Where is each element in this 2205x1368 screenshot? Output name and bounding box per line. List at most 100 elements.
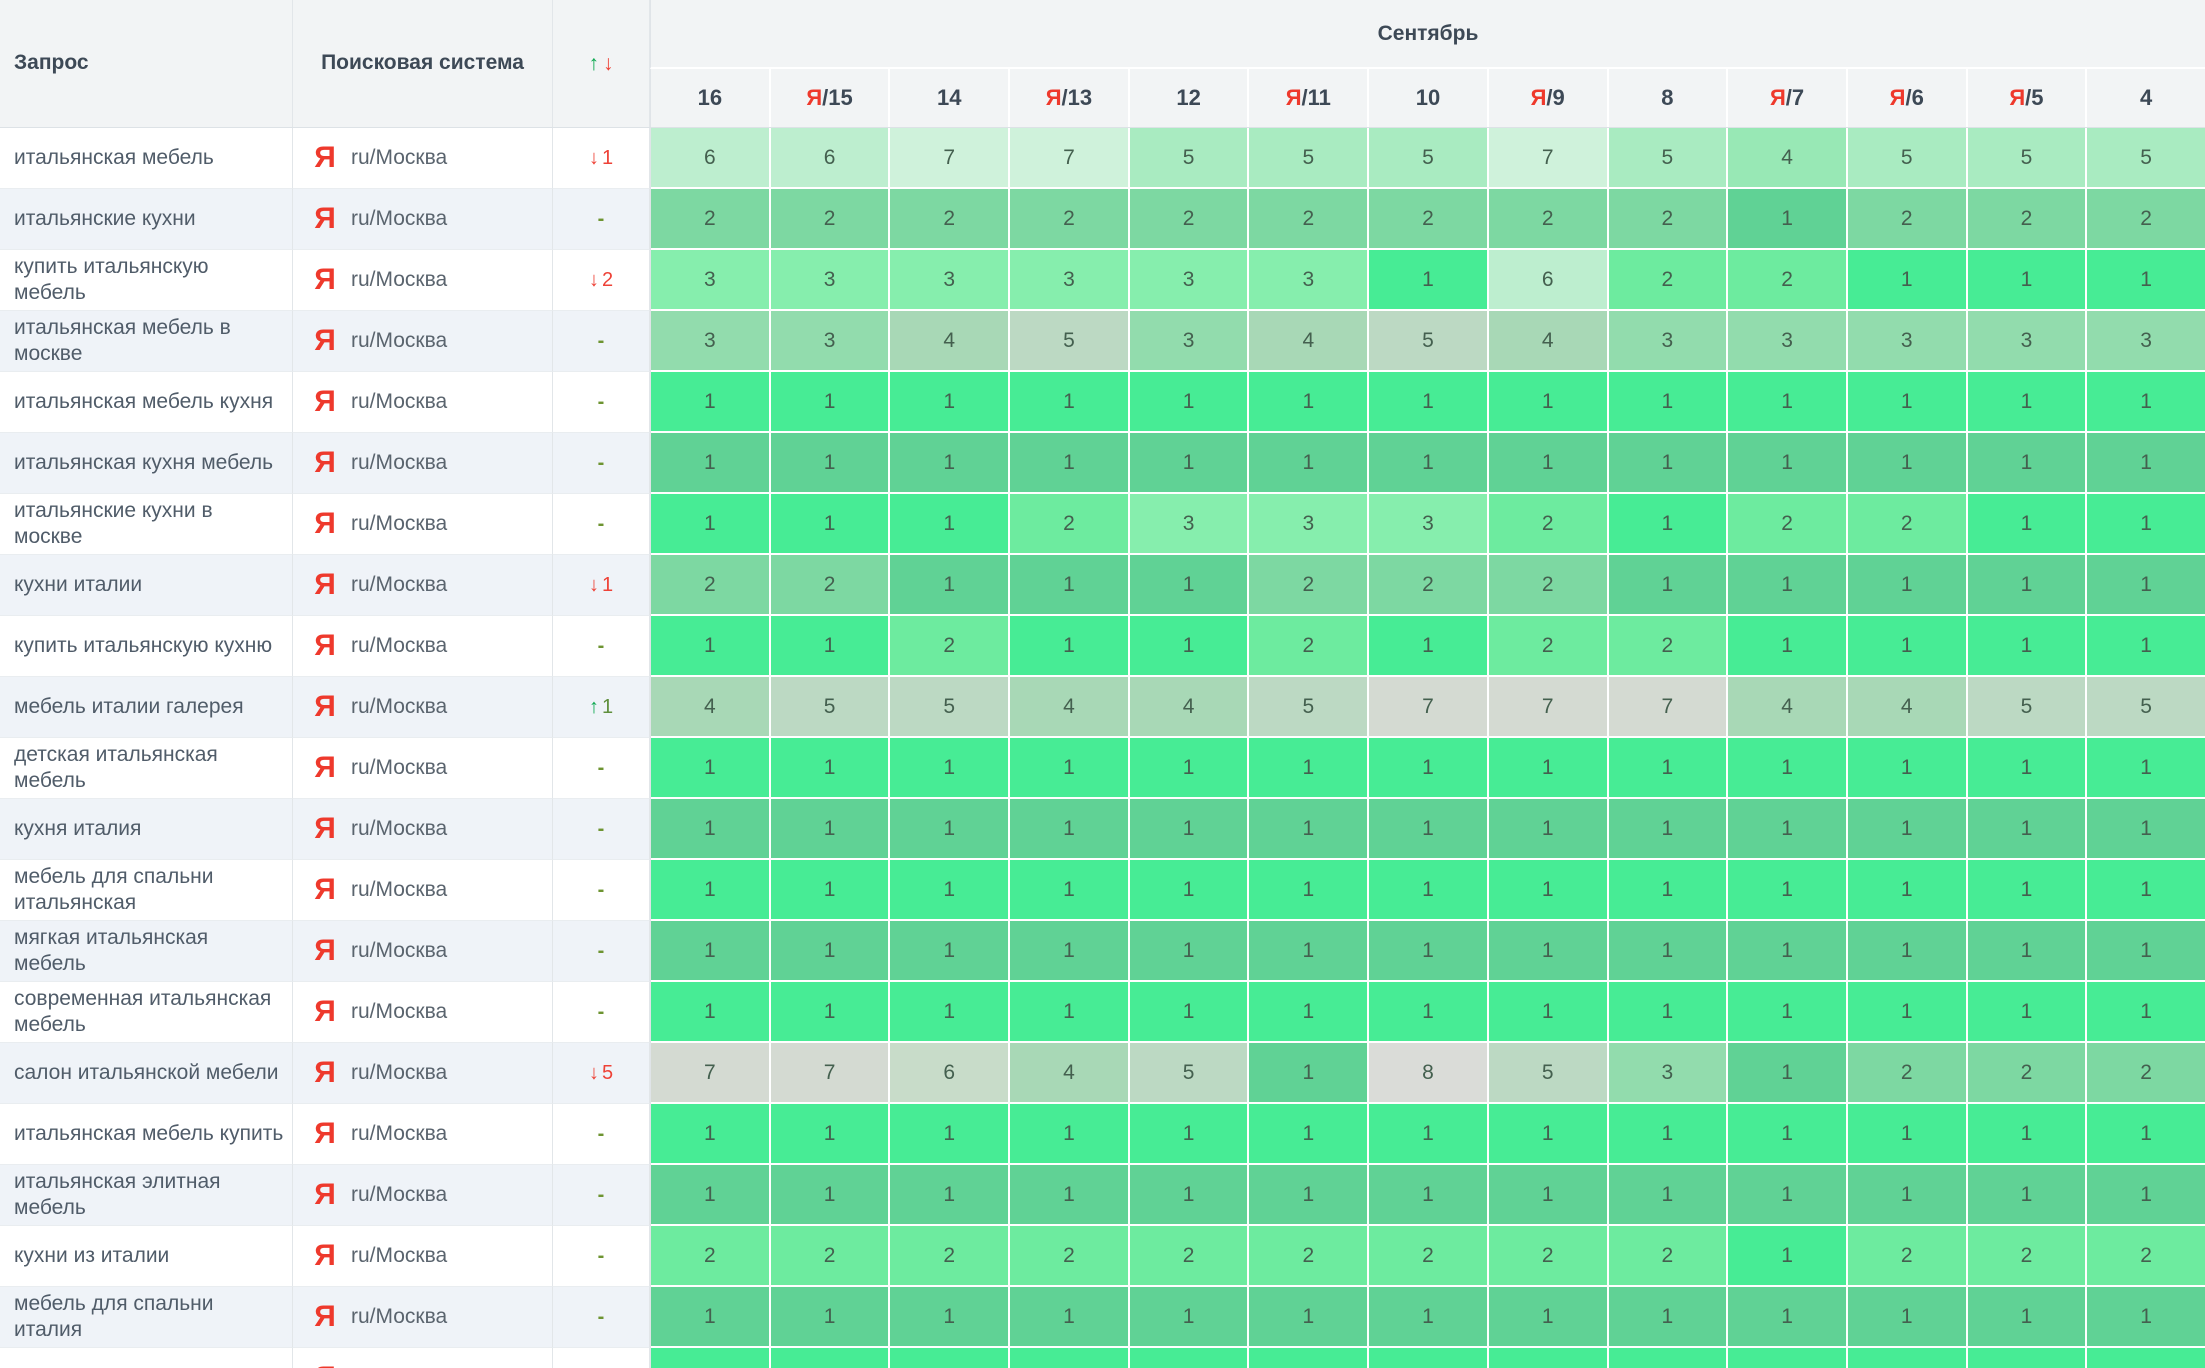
query-cell[interactable]: итальянские кухни bbox=[0, 189, 293, 250]
position-cell[interactable]: 4 bbox=[1488, 311, 1607, 370]
position-cell[interactable] bbox=[651, 1348, 769, 1368]
position-cell[interactable]: 1 bbox=[1369, 860, 1487, 919]
position-cell[interactable]: 2 bbox=[1488, 494, 1607, 553]
position-cell[interactable]: 1 bbox=[1488, 1287, 1607, 1346]
position-cell[interactable]: 1 bbox=[1369, 250, 1487, 309]
position-cell[interactable]: 1 bbox=[1967, 1165, 2086, 1224]
position-cell[interactable]: 3 bbox=[1129, 494, 1248, 553]
position-cell[interactable] bbox=[1369, 1348, 1487, 1368]
position-cell[interactable]: 2 bbox=[1967, 1226, 2086, 1285]
position-cell[interactable]: 2 bbox=[2087, 1226, 2205, 1285]
position-cell[interactable]: 4 bbox=[890, 311, 1009, 370]
position-cell[interactable]: 1 bbox=[1608, 860, 1727, 919]
position-cell[interactable]: 4 bbox=[1010, 677, 1128, 736]
position-cell[interactable]: 3 bbox=[1249, 250, 1368, 309]
position-cell[interactable]: 1 bbox=[890, 433, 1009, 492]
position-cell[interactable] bbox=[1847, 1348, 1966, 1368]
position-cell[interactable]: 2 bbox=[770, 1226, 889, 1285]
query-cell[interactable]: итальянская мебель в москве bbox=[0, 311, 293, 372]
position-cell[interactable]: 1 bbox=[770, 799, 889, 858]
position-cell[interactable]: 2 bbox=[770, 555, 889, 614]
position-cell[interactable]: 1 bbox=[1488, 921, 1607, 980]
position-cell[interactable]: 3 bbox=[1728, 311, 1846, 370]
date-cell[interactable]: Я/9 bbox=[1488, 69, 1607, 127]
position-cell[interactable] bbox=[1488, 1348, 1607, 1368]
query-cell[interactable]: современная итальянская мебель bbox=[0, 982, 293, 1043]
position-cell[interactable]: 1 bbox=[890, 921, 1009, 980]
position-cell[interactable]: 1 bbox=[1129, 1287, 1248, 1346]
position-cell[interactable]: 1 bbox=[1608, 1165, 1727, 1224]
position-cell[interactable]: 2 bbox=[1010, 189, 1128, 248]
position-cell[interactable]: 2 bbox=[1608, 189, 1727, 248]
position-cell[interactable]: 1 bbox=[1608, 799, 1727, 858]
position-cell[interactable]: 7 bbox=[1010, 128, 1128, 187]
position-cell[interactable]: 2 bbox=[1488, 555, 1607, 614]
position-cell[interactable]: 1 bbox=[1488, 860, 1607, 919]
position-cell[interactable]: 1 bbox=[1728, 1104, 1846, 1163]
position-cell[interactable]: 1 bbox=[770, 860, 889, 919]
position-cell[interactable]: 2 bbox=[1608, 250, 1727, 309]
position-cell[interactable]: 1 bbox=[1129, 1165, 1248, 1224]
position-cell[interactable]: 1 bbox=[1847, 1287, 1966, 1346]
position-cell[interactable]: 1 bbox=[1847, 433, 1966, 492]
position-cell[interactable]: 1 bbox=[1608, 372, 1727, 431]
position-cell[interactable]: 1 bbox=[1847, 982, 1966, 1041]
position-cell[interactable]: 1 bbox=[651, 921, 769, 980]
position-cell[interactable]: 1 bbox=[651, 1287, 769, 1346]
position-cell[interactable]: 1 bbox=[770, 433, 889, 492]
position-cell[interactable]: 5 bbox=[1967, 677, 2086, 736]
position-cell[interactable]: 1 bbox=[890, 1104, 1009, 1163]
position-cell[interactable]: 1 bbox=[1728, 1043, 1846, 1102]
position-cell[interactable]: 1 bbox=[890, 982, 1009, 1041]
query-cell[interactable] bbox=[0, 1348, 293, 1368]
position-cell[interactable]: 1 bbox=[890, 738, 1009, 797]
position-cell[interactable]: 1 bbox=[1728, 616, 1846, 675]
position-cell[interactable]: 3 bbox=[1249, 494, 1368, 553]
position-cell[interactable]: 2 bbox=[1847, 189, 1966, 248]
position-cell[interactable]: 1 bbox=[2087, 738, 2205, 797]
position-cell[interactable]: 4 bbox=[651, 677, 769, 736]
position-cell[interactable]: 1 bbox=[2087, 799, 2205, 858]
position-cell[interactable]: 1 bbox=[1249, 738, 1368, 797]
position-cell[interactable]: 2 bbox=[2087, 189, 2205, 248]
position-cell[interactable]: 1 bbox=[1967, 921, 2086, 980]
position-cell[interactable]: 1 bbox=[770, 616, 889, 675]
query-cell[interactable]: кухни из италии bbox=[0, 1226, 293, 1287]
position-cell[interactable]: 1 bbox=[1369, 433, 1487, 492]
position-cell[interactable]: 5 bbox=[2087, 677, 2205, 736]
position-cell[interactable]: 1 bbox=[2087, 860, 2205, 919]
position-cell[interactable]: 1 bbox=[1010, 1287, 1128, 1346]
date-cell[interactable]: Я/11 bbox=[1249, 69, 1368, 127]
position-cell[interactable]: 1 bbox=[1967, 1104, 2086, 1163]
position-cell[interactable]: 5 bbox=[1967, 128, 2086, 187]
position-cell[interactable]: 6 bbox=[770, 128, 889, 187]
position-cell[interactable]: 1 bbox=[1728, 738, 1846, 797]
query-cell[interactable]: итальянская элитная мебель bbox=[0, 1165, 293, 1226]
position-cell[interactable]: 1 bbox=[2087, 494, 2205, 553]
position-cell[interactable]: 3 bbox=[1608, 311, 1727, 370]
position-cell[interactable]: 1 bbox=[1369, 372, 1487, 431]
position-cell[interactable]: 3 bbox=[770, 250, 889, 309]
position-cell[interactable]: 1 bbox=[1249, 1165, 1368, 1224]
position-cell[interactable]: 1 bbox=[770, 372, 889, 431]
position-cell[interactable]: 1 bbox=[651, 372, 769, 431]
position-cell[interactable]: 1 bbox=[890, 555, 1009, 614]
position-cell[interactable]: 2 bbox=[890, 616, 1009, 675]
position-cell[interactable]: 1 bbox=[1010, 1104, 1128, 1163]
position-cell[interactable]: 1 bbox=[651, 738, 769, 797]
position-cell[interactable] bbox=[1967, 1348, 2086, 1368]
position-cell[interactable]: 1 bbox=[651, 799, 769, 858]
position-cell[interactable]: 1 bbox=[1967, 738, 2086, 797]
position-cell[interactable]: 7 bbox=[1369, 677, 1487, 736]
position-cell[interactable]: 5 bbox=[890, 677, 1009, 736]
position-cell[interactable]: 1 bbox=[1129, 860, 1248, 919]
position-cell[interactable]: 5 bbox=[1369, 128, 1487, 187]
position-cell[interactable]: 8 bbox=[1369, 1043, 1487, 1102]
position-cell[interactable]: 1 bbox=[1967, 1287, 2086, 1346]
date-cell[interactable]: Я/15 bbox=[770, 69, 889, 127]
position-cell[interactable]: 1 bbox=[1129, 433, 1248, 492]
query-cell[interactable]: мебель для спальни итальянская bbox=[0, 860, 293, 921]
position-cell[interactable]: 7 bbox=[890, 128, 1009, 187]
position-cell[interactable]: 1 bbox=[1488, 372, 1607, 431]
position-cell[interactable]: 1 bbox=[1608, 555, 1727, 614]
